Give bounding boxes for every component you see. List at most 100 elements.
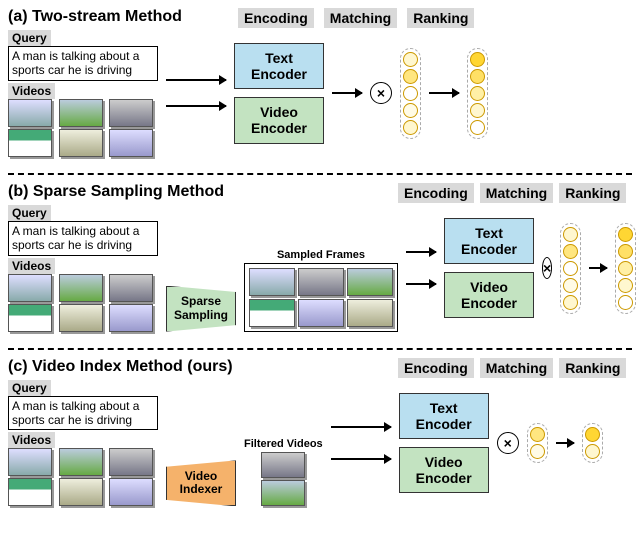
video-thumbnails [8, 274, 158, 332]
video-thumb [59, 274, 103, 302]
score-dot [618, 278, 633, 293]
query-text: A man is talking about a sports car he i… [8, 46, 158, 81]
stage-labels-c: Encoding Matching Ranking [398, 358, 632, 378]
frame-thumb [249, 299, 295, 327]
score-dot [563, 295, 578, 310]
score-dot [530, 444, 545, 459]
query-block-c: Query A man is talking about a sports ca… [8, 380, 158, 431]
stage-ranking: Ranking [559, 358, 626, 378]
score-dot [403, 69, 418, 84]
score-dot [403, 52, 418, 67]
text-encoder-box: Text Encoder [234, 43, 324, 89]
video-encoder-box: Video Encoder [399, 447, 489, 493]
filtered-videos-label: Filtered Videos [244, 438, 323, 450]
video-thumb [109, 129, 153, 157]
query-label: Query [8, 30, 51, 46]
stage-encoding: Encoding [398, 358, 474, 378]
score-dot [618, 295, 633, 310]
ranked-scores [615, 223, 636, 314]
panel-sparse-sampling: (b) Sparse Sampling Method Encoding Matc… [8, 183, 632, 344]
video-thumb [59, 129, 103, 157]
arrow-icon [406, 283, 436, 285]
query-text: A man is talking about a sports car he i… [8, 396, 158, 431]
video-indexer-box: Video Indexer [166, 460, 236, 506]
ranked-scores [467, 48, 488, 139]
video-thumb [8, 448, 52, 476]
arrow-icon [331, 458, 391, 460]
video-thumb [109, 478, 153, 506]
video-thumb [8, 274, 52, 302]
stage-ranking: Ranking [559, 183, 626, 203]
video-thumb [8, 129, 52, 157]
panel-divider [8, 173, 632, 175]
score-dot [470, 52, 485, 67]
videos-label: Videos [8, 258, 55, 274]
score-dot [403, 103, 418, 118]
video-thumb [8, 478, 52, 506]
videos-block-b: Videos [8, 258, 158, 332]
score-dot [470, 120, 485, 135]
score-dot [618, 244, 633, 259]
score-dot [403, 86, 418, 101]
video-thumb [59, 478, 103, 506]
frame-thumb [298, 268, 344, 296]
match-operator: × [497, 432, 519, 454]
videos-block-a: Videos [8, 83, 158, 157]
encoders-b: Text Encoder Video Encoder [444, 218, 534, 318]
score-dot [563, 227, 578, 242]
score-dot [563, 244, 578, 259]
arrow-icon [406, 251, 436, 253]
video-thumb [261, 452, 305, 478]
stage-labels-b: Encoding Matching Ranking [398, 183, 632, 203]
text-encoder-box: Text Encoder [399, 393, 489, 439]
stage-ranking: Ranking [407, 8, 474, 28]
score-dot [563, 278, 578, 293]
video-thumb [8, 304, 52, 332]
encoders-c: Text Encoder Video Encoder [399, 393, 489, 493]
match-operator: × [370, 82, 392, 104]
sparse-sampling-box: Sparse Sampling [166, 286, 236, 332]
videos-label: Videos [8, 432, 55, 448]
videos-label: Videos [8, 83, 55, 99]
video-encoder-box: Video Encoder [444, 272, 534, 318]
arrow-icon [332, 92, 362, 94]
score-dot [470, 86, 485, 101]
unranked-scores [560, 223, 581, 314]
arrow-icon [429, 92, 459, 94]
score-dot [470, 103, 485, 118]
stage-encoding: Encoding [398, 183, 474, 203]
filtered-videos [261, 452, 305, 506]
stage-encoding: Encoding [238, 8, 314, 28]
frame-thumb [347, 299, 393, 327]
arrow-icon [166, 105, 226, 107]
video-thumb [109, 99, 153, 127]
unranked-scores [400, 48, 421, 139]
panel-divider [8, 348, 632, 350]
unranked-scores [527, 423, 548, 463]
panel-video-index: (c) Video Index Method (ours) Encoding M… [8, 358, 632, 519]
encoders-a: Text Encoder Video Encoder [234, 43, 324, 143]
frame-thumb [298, 299, 344, 327]
score-dot [618, 227, 633, 242]
video-thumb [59, 304, 103, 332]
arrow-icon [556, 442, 574, 444]
match-operator: × [542, 257, 552, 279]
query-label: Query [8, 205, 51, 221]
ranked-scores [582, 423, 603, 463]
arrow-icon [166, 79, 226, 81]
stage-labels-a: Encoding Matching Ranking [238, 8, 632, 28]
arrow-icon [589, 267, 607, 269]
frame-thumb [347, 268, 393, 296]
video-thumb [109, 304, 153, 332]
score-dot [618, 261, 633, 276]
arrow-icon [331, 426, 391, 428]
query-label: Query [8, 380, 51, 396]
videos-block-c: Videos [8, 432, 158, 506]
video-encoder-box: Video Encoder [234, 97, 324, 143]
text-encoder-box: Text Encoder [444, 218, 534, 264]
stage-matching: Matching [324, 8, 397, 28]
score-dot [470, 69, 485, 84]
score-dot [585, 444, 600, 459]
stage-matching: Matching [480, 183, 553, 203]
sampled-frames [244, 263, 398, 332]
